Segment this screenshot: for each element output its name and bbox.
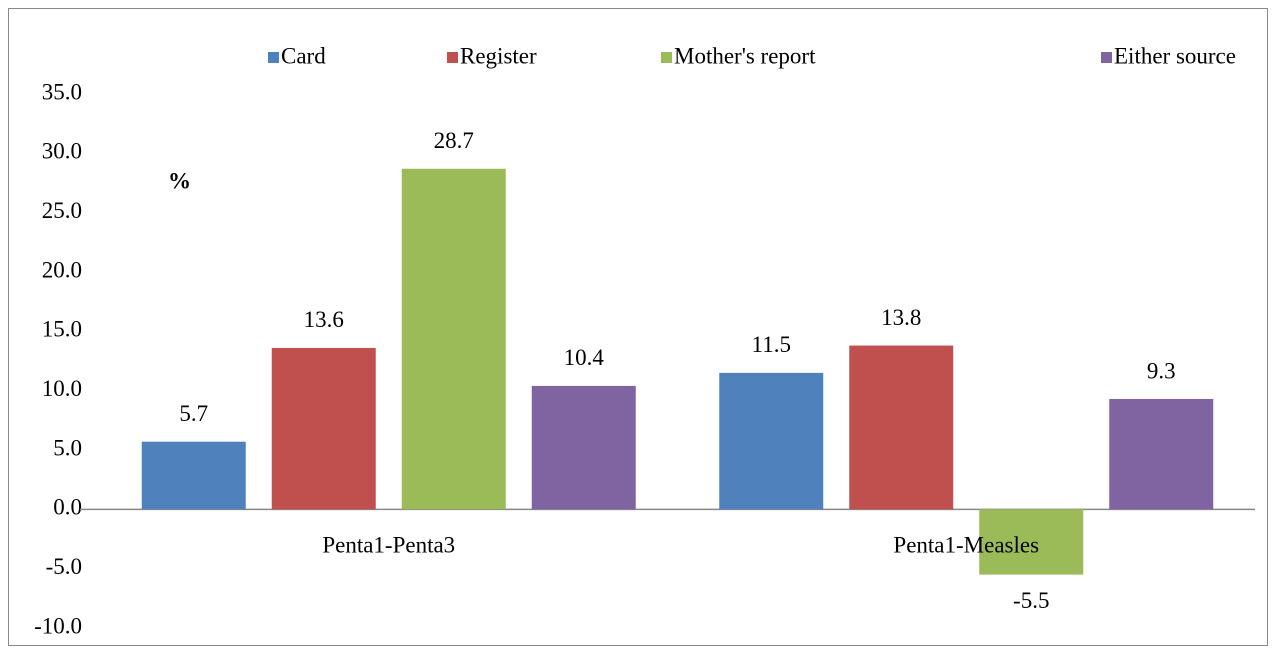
legend-label: Card [281,43,326,68]
legend-swatch [1101,52,1112,63]
data-label: 13.6 [304,307,344,332]
y-tick-label: 5.0 [53,435,82,460]
data-label: -5.5 [1013,588,1049,613]
legend-swatch [268,52,279,63]
legend-swatch [661,52,672,63]
y-tick-label: 35.0 [42,79,82,104]
bar [401,168,506,510]
bar [271,347,376,510]
legend-label: Either source [1114,43,1236,68]
y-tick-label: -5.0 [46,554,82,579]
unit-annotation: % [168,168,191,193]
x-tick-label: Penta1-Measles [893,533,1039,558]
y-tick-label: 10.0 [42,376,82,401]
legend-label: Register [460,43,537,68]
y-tick-label: 0.0 [53,495,82,520]
bar [141,441,246,510]
y-tick-label: 25.0 [42,198,82,223]
y-tick-label: -10.0 [34,613,82,638]
data-label: 11.5 [752,332,791,357]
data-label: 5.7 [179,401,208,426]
bar [719,372,824,510]
x-tick-label: Penta1-Penta3 [322,533,455,558]
bar [849,345,954,510]
y-tick-label: 30.0 [42,139,82,164]
legend-label: Mother's report [674,43,816,68]
bar [1109,398,1214,510]
bar [531,385,636,510]
data-label: 10.4 [564,345,605,370]
data-label: 28.7 [434,128,474,153]
data-label: 9.3 [1147,358,1176,383]
y-tick-label: 20.0 [42,257,82,282]
y-tick-label: 15.0 [42,317,82,342]
bar [979,509,1084,575]
data-label: 13.8 [881,305,921,330]
legend-swatch [447,52,458,63]
